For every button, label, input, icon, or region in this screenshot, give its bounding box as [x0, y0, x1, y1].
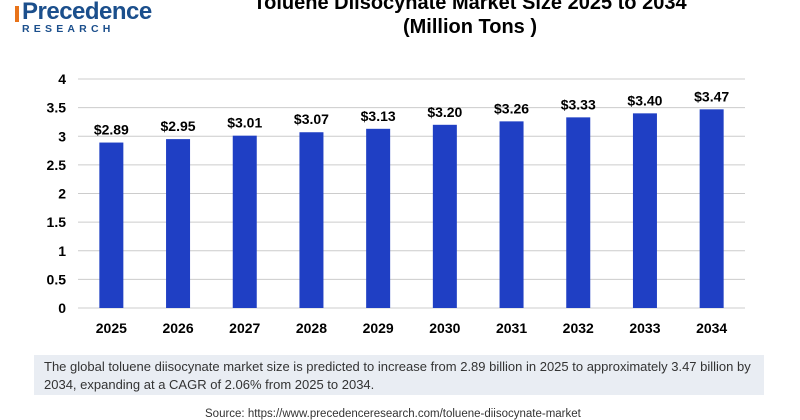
chart-title: Toluene Diisocynate Market Size 2025 to …: [253, 0, 687, 14]
y-tick-label: 4: [58, 71, 66, 87]
bar-chart: 0 0.5 1 1.5 2 2.5 3 3.5 4 $2.89 2025 $2.95 2026 $3.01…: [47, 71, 745, 336]
data-label: $3.01: [227, 115, 262, 131]
y-tick-label: 3: [58, 128, 66, 144]
y-tick-label: 1: [58, 243, 66, 259]
logo-mark-icon: [15, 6, 19, 22]
bar: [499, 121, 524, 309]
data-label: $3.20: [427, 104, 462, 120]
y-tick-label: 1.5: [47, 214, 67, 230]
x-tick-label: 2033: [629, 320, 660, 336]
x-tick-label: 2028: [296, 320, 327, 336]
data-label: $2.89: [94, 122, 129, 138]
x-tick-label: 2034: [696, 320, 727, 336]
bar: [366, 128, 391, 308]
data-label: $3.13: [361, 108, 396, 124]
bar: [566, 117, 591, 308]
bar: [166, 139, 191, 308]
x-tick-label: 2026: [162, 320, 193, 336]
y-tick-label: 3.5: [47, 100, 67, 116]
data-label: $3.07: [294, 111, 329, 127]
y-tick-label: 0.5: [47, 271, 67, 287]
bar: [99, 142, 124, 308]
data-label: $3.40: [627, 92, 662, 108]
source-text: Source: https://www.precedenceresearch.c…: [205, 408, 581, 420]
x-tick-label: 2025: [96, 320, 127, 336]
bar: [299, 132, 324, 308]
bar: [432, 124, 457, 308]
y-tick-label: 2.5: [47, 157, 67, 173]
x-tick-label: 2032: [563, 320, 594, 336]
y-tick-label: 2: [58, 186, 66, 202]
y-tick-label: 0: [58, 300, 66, 316]
data-label: $2.95: [161, 118, 196, 134]
x-tick-label: 2029: [363, 320, 394, 336]
chart-subtitle: (Million Tons ): [402, 16, 538, 38]
x-tick-label: 2031: [496, 320, 527, 336]
bar: [632, 113, 657, 308]
logo-wordmark: Precedence: [22, 0, 152, 25]
description-box: The global toluene diisocynate market si…: [34, 355, 764, 395]
data-label: $3.33: [561, 96, 596, 112]
data-label: $3.47: [694, 88, 729, 104]
precedence-logo: Precedence RESEARCH: [14, 0, 152, 40]
x-tick-label: 2030: [429, 320, 460, 336]
bar: [699, 109, 724, 308]
logo-subtitle: RESEARCH: [22, 23, 115, 35]
bar: [232, 135, 257, 308]
data-label: $3.26: [494, 100, 529, 116]
x-tick-label: 2027: [229, 320, 260, 336]
